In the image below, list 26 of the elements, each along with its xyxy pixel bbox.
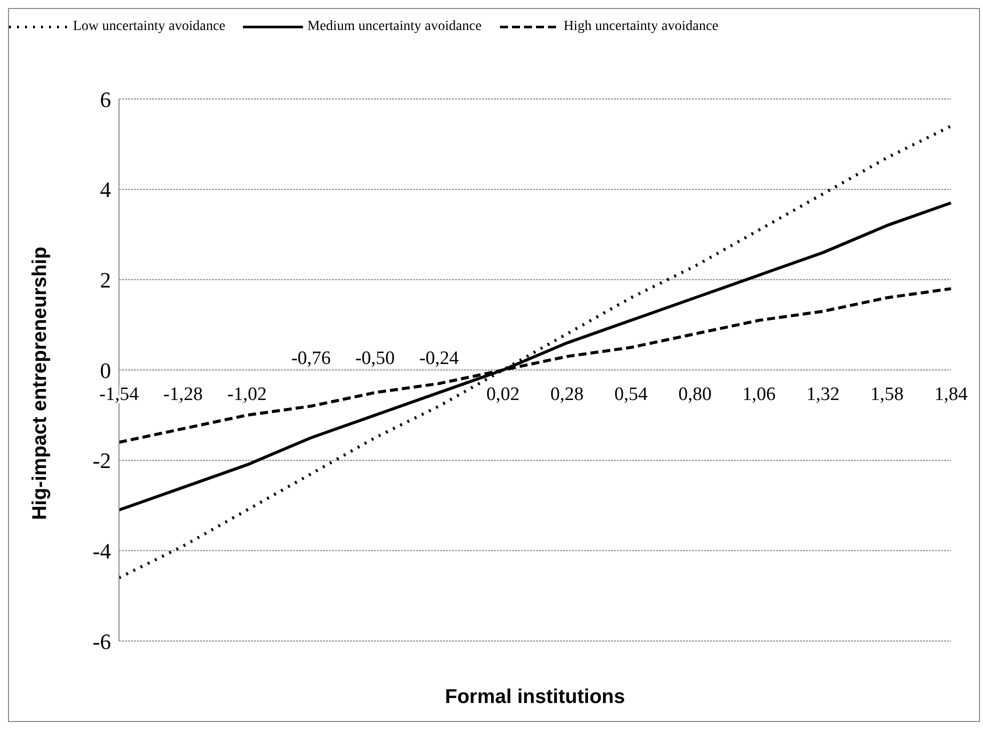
- x-tick-label: 0,80: [678, 384, 712, 405]
- y-tick-label: 6: [100, 86, 111, 112]
- y-tick-label: 2: [100, 267, 111, 292]
- x-axis-title: Formal institutions: [445, 686, 625, 708]
- x-tick-label: 1,06: [742, 384, 776, 405]
- y-tick-label: -2: [92, 448, 111, 474]
- x-tick-label: -0,76: [291, 348, 331, 369]
- x-tick-label: -0,24: [419, 348, 460, 369]
- x-tick-label: 0,54: [614, 384, 648, 405]
- x-tick-label: 1,58: [870, 384, 904, 405]
- y-tick-label: -4: [92, 538, 111, 564]
- x-tick-label: -1,54: [99, 384, 140, 405]
- x-tick-label: 1,32: [806, 384, 840, 405]
- x-tick-label: 0,28: [550, 384, 584, 405]
- legend-label: Low uncertainty avoidance: [72, 19, 226, 35]
- y-tick-label: 4: [100, 177, 111, 202]
- x-tick-label: 0,02: [486, 384, 520, 405]
- y-tick-label: -6: [92, 628, 111, 654]
- y-tick-label: 0: [100, 358, 111, 383]
- legend-label: Medium uncertainty avoidance: [306, 19, 482, 35]
- x-tick-label: -1,02: [227, 384, 267, 405]
- x-tick-label: -1,28: [163, 384, 203, 405]
- legend-label: High uncertainty avoidance: [562, 19, 718, 35]
- x-tick-label: -0,50: [355, 348, 395, 369]
- y-axis-title: Hig-impact entrepreneurship: [29, 246, 52, 520]
- x-tick-label: 1,84: [934, 384, 968, 405]
